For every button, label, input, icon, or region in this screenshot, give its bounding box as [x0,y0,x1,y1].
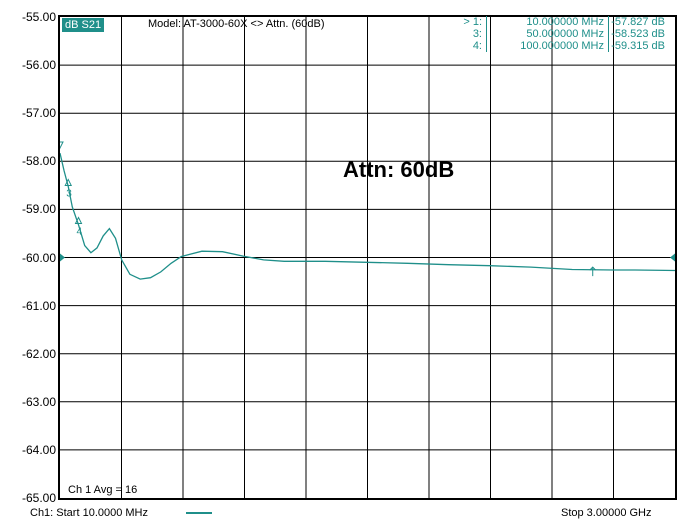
marker-frequency: 50.000000 MHz [486,28,608,40]
trace-plot: 134 [60,17,675,498]
y-tick-label: -63.00 [21,394,56,409]
y-tick-label: -55.00 [21,10,56,24]
y-tick-label: -57.00 [21,106,56,121]
attenuation-annotation: Attn: 60dB [343,157,455,182]
reference-arrow-left [60,253,65,262]
marker-frequency: 10.000000 MHz [486,16,608,28]
y-tick-label: -59.00 [21,202,56,217]
y-tick-label: -60.00 [21,250,56,265]
marker-label: 4 [77,227,83,238]
plot-area: 134 [58,15,677,500]
marker-value: -57.827 dB [608,16,665,28]
y-tick-label: -62.00 [21,346,56,361]
marker-arrow-head [589,266,597,271]
marker-value: -59.315 dB [608,40,665,52]
trace-legend-line [186,512,212,514]
y-tick-label: -56.00 [21,58,56,73]
marker-row-3: 3: 50.000000 MHz -58.523 dB [438,28,665,40]
marker-row-1: > 1: 10.000000 MHz -57.827 dB [438,16,665,28]
marker-triangle [60,141,64,150]
trace-line [60,152,675,280]
marker-label: 3 [66,188,72,199]
status-footer: Ch1: Start 10.0000 MHz Stop 3.00000 GHz [0,503,686,523]
marker-id: 3: [472,28,482,40]
marker-id: 4: [472,40,482,52]
marker-id: > 1: [463,16,482,28]
marker-triangle [64,178,73,186]
parameter-badge[interactable]: dB S21 [62,18,105,32]
marker-row-4: 4: 100.000000 MHz -59.315 dB [438,40,665,52]
marker-readout-table: > 1: 10.000000 MHz -57.827 dB 3: 50.0000… [438,16,665,52]
stop-frequency-label: Stop 3.00000 GHz [561,507,652,519]
y-tick-label: -65.00 [21,491,56,505]
averaging-label: Ch 1 Avg = 16 [68,484,138,496]
start-frequency-label: Ch1: Start 10.0000 MHz [30,507,149,519]
marker-frequency: 100.000000 MHz [486,40,608,52]
reference-arrow-right [670,253,675,262]
y-tick-label: -64.00 [21,442,56,457]
y-tick-label: -61.00 [21,298,56,313]
y-tick-label: -58.00 [21,154,56,169]
marker-triangle [74,216,83,225]
marker-value: -58.523 dB [608,28,665,40]
model-label: Model: AT-3000-60X <> Attn. (60dB) [148,18,325,30]
